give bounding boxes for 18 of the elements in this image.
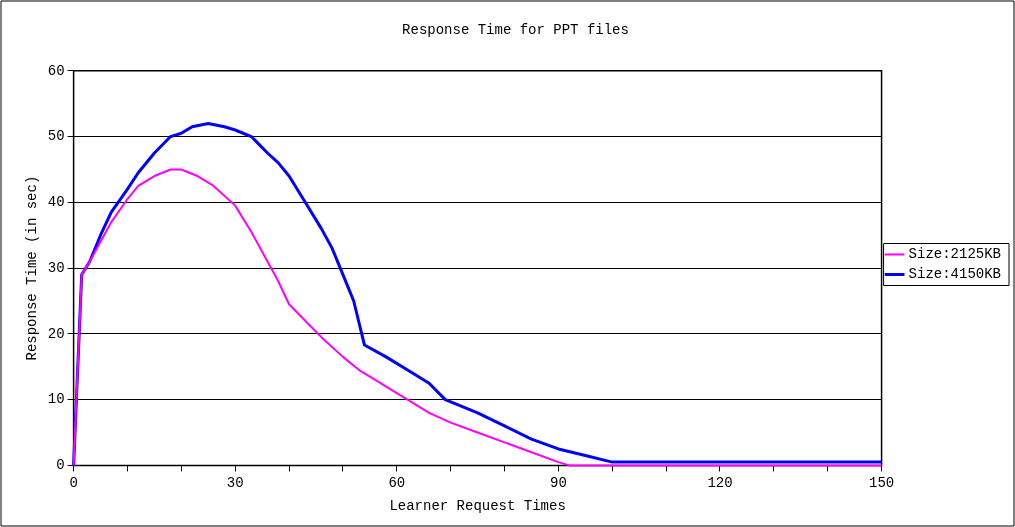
chart-title: Response Time for PPT files bbox=[402, 22, 629, 39]
x-tick-label: 150 bbox=[868, 474, 895, 491]
y-tick-label: 30 bbox=[47, 259, 65, 276]
x-tick-label: 90 bbox=[549, 474, 567, 491]
y-tick-label: 0 bbox=[56, 457, 65, 474]
y-tick-label: 60 bbox=[47, 62, 65, 79]
x-tick-label: 120 bbox=[707, 474, 733, 491]
x-tick-label: 0 bbox=[69, 474, 78, 491]
y-tick-label: 20 bbox=[47, 325, 65, 342]
y-tick-label: 10 bbox=[47, 391, 65, 408]
x-tick-label: 60 bbox=[388, 474, 406, 491]
y-axis-title: Response Time (in sec) bbox=[24, 175, 41, 361]
y-tick-label: 50 bbox=[47, 128, 65, 145]
y-tick-label: 40 bbox=[47, 194, 65, 211]
x-axis-title: Learner Request Times bbox=[389, 498, 566, 515]
x-tick-label: 30 bbox=[226, 474, 244, 491]
legend-label: Size:2125KB bbox=[908, 246, 1002, 263]
legend-label: Size:4150KB bbox=[908, 266, 1002, 283]
